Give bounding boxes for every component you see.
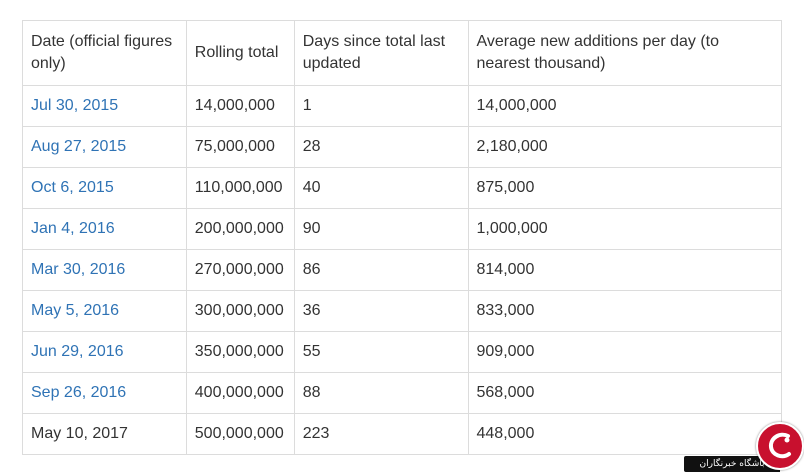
cell-average-additions: 875,000	[467, 167, 782, 209]
cell-average-additions: 568,000	[467, 372, 782, 414]
cell-date: Oct 6, 2015	[22, 167, 187, 209]
cell-date: Aug 27, 2015	[22, 126, 187, 168]
cell-rolling-total: 75,000,000	[185, 126, 295, 168]
header-rolling-total: Rolling total	[185, 20, 295, 86]
cell-average-additions: 814,000	[467, 249, 782, 291]
date-link[interactable]: Jul 30, 2015	[31, 97, 119, 114]
data-table: Date (official figures only) Rolling tot…	[22, 20, 782, 455]
cell-days-since: 55	[293, 331, 469, 373]
cell-average-additions: 833,000	[467, 290, 782, 332]
cell-days-since: 28	[293, 126, 469, 168]
table-row: Aug 27, 2015 75,000,000 28 2,180,000	[22, 126, 782, 168]
header-days-since: Days since total last updated	[293, 20, 469, 86]
cell-average-additions: 14,000,000	[467, 85, 782, 127]
cell-average-additions: 2,180,000	[467, 126, 782, 168]
cell-days-since: 40	[293, 167, 469, 209]
cell-rolling-total: 500,000,000	[185, 413, 295, 455]
cell-average-additions: 1,000,000	[467, 208, 782, 250]
watermark-text: باشگاه خبرنگاران	[684, 456, 780, 472]
cell-date: Jul 30, 2015	[22, 85, 187, 127]
cell-date: Mar 30, 2016	[22, 249, 187, 291]
date-link[interactable]: Sep 26, 2016	[31, 384, 127, 401]
table-row: Oct 6, 2015 110,000,000 40 875,000	[22, 167, 782, 209]
table-row: Mar 30, 2016 270,000,000 86 814,000	[22, 249, 782, 291]
cell-days-since: 36	[293, 290, 469, 332]
cell-average-additions: 448,000	[467, 413, 782, 455]
cell-average-additions: 909,000	[467, 331, 782, 373]
table-row: Jun 29, 2016 350,000,000 55 909,000	[22, 331, 782, 373]
cell-days-since: 90	[293, 208, 469, 250]
date-text: May 10, 2017	[31, 425, 128, 442]
cell-days-since: 1	[293, 85, 469, 127]
cell-days-since: 88	[293, 372, 469, 414]
header-row: Date (official figures only) Rolling tot…	[22, 20, 782, 86]
cell-date: Sep 26, 2016	[22, 372, 187, 414]
date-link[interactable]: Mar 30, 2016	[31, 261, 126, 278]
date-link[interactable]: Oct 6, 2015	[31, 179, 114, 196]
cell-date: May 5, 2016	[22, 290, 187, 332]
table-row: May 10, 2017 500,000,000 223 448,000	[22, 413, 782, 455]
table-row: Jul 30, 2015 14,000,000 1 14,000,000	[22, 85, 782, 127]
date-link[interactable]: Aug 27, 2015	[31, 138, 127, 155]
cell-days-since: 86	[293, 249, 469, 291]
cell-rolling-total: 110,000,000	[185, 167, 295, 209]
cell-date: Jan 4, 2016	[22, 208, 187, 250]
cell-rolling-total: 200,000,000	[185, 208, 295, 250]
cell-rolling-total: 400,000,000	[185, 372, 295, 414]
date-link[interactable]: Jun 29, 2016	[31, 343, 124, 360]
header-date: Date (official figures only)	[22, 20, 187, 86]
cell-days-since: 223	[293, 413, 469, 455]
watermark: باشگاه خبرنگاران	[684, 422, 804, 474]
table-body: Jul 30, 2015 14,000,000 1 14,000,000 Aug 27,…	[22, 85, 782, 455]
table-row: May 5, 2016 300,000,000 36 833,000	[22, 290, 782, 332]
table-row: Jan 4, 2016 200,000,000 90 1,000,000	[22, 208, 782, 250]
news-logo-icon	[756, 422, 804, 470]
cell-rolling-total: 270,000,000	[185, 249, 295, 291]
cell-rolling-total: 14,000,000	[185, 85, 295, 127]
header-average-additions: Average new additions per day (to neares…	[467, 20, 782, 86]
date-link[interactable]: May 5, 2016	[31, 302, 120, 319]
cell-date: May 10, 2017	[22, 413, 187, 455]
cell-date: Jun 29, 2016	[22, 331, 187, 373]
table-row: Sep 26, 2016 400,000,000 88 568,000	[22, 372, 782, 414]
cell-rolling-total: 300,000,000	[185, 290, 295, 332]
date-link[interactable]: Jan 4, 2016	[31, 220, 115, 237]
cell-rolling-total: 350,000,000	[185, 331, 295, 373]
